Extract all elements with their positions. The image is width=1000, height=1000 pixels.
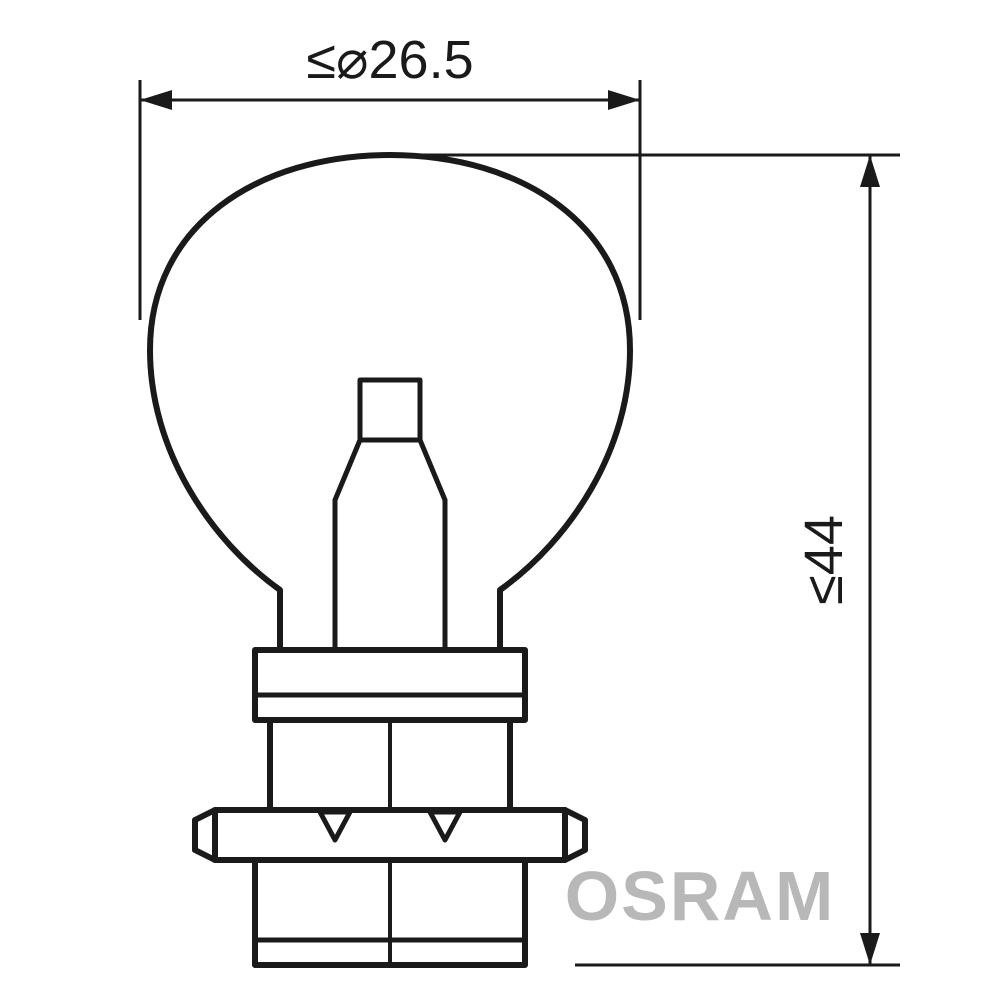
bulb-outline	[150, 155, 630, 965]
bulb-dimension-diagram: ≤⌀26.5 ≤44	[0, 0, 1000, 1000]
height-dimension: ≤44	[395, 155, 900, 965]
diameter-dimension: ≤⌀26.5	[140, 30, 640, 320]
brand-watermark: OSRAM	[565, 857, 836, 935]
height-label: ≤44	[794, 515, 854, 605]
diameter-label: ≤⌀26.5	[306, 30, 473, 90]
